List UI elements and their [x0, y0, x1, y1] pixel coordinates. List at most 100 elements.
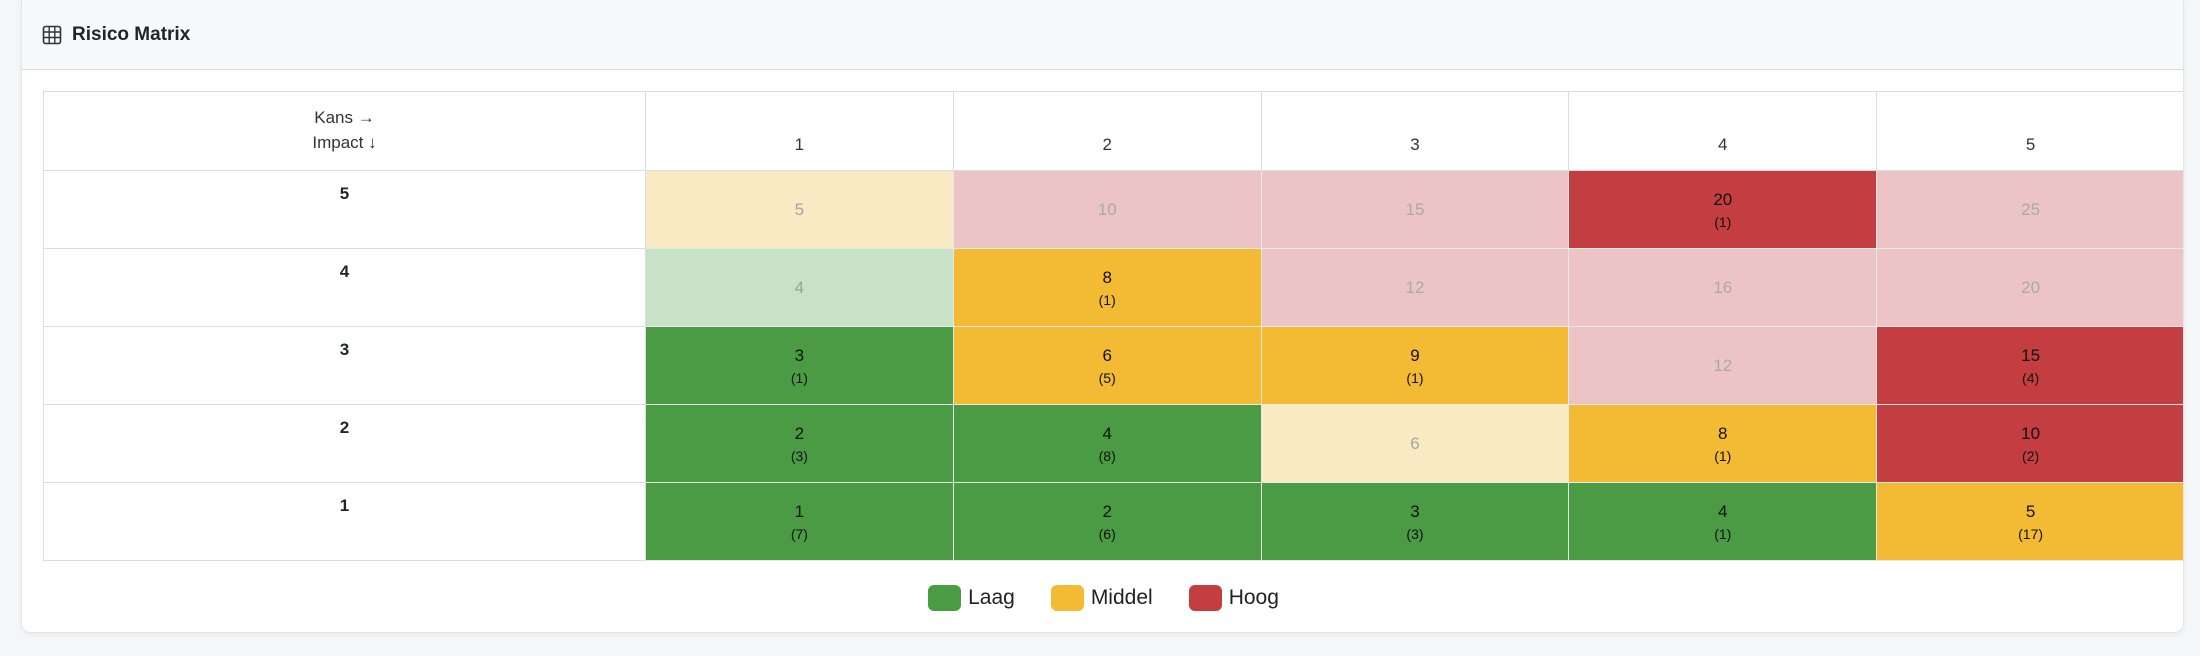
risk-cell[interactable]: 8 (1)	[952, 248, 1262, 327]
risk-score: 15	[2021, 345, 2041, 365]
risk-score: 10	[1097, 199, 1117, 219]
risk-count: (8)	[1098, 447, 1116, 464]
legend-label-hoog: Hoog	[1228, 586, 1279, 609]
legend-label-laag: Laag	[968, 586, 1015, 609]
risk-cell[interactable]: 3 (1)	[645, 326, 954, 405]
row-header-impact: 3	[43, 326, 646, 405]
row-header-impact: 4	[43, 248, 646, 327]
risk-score: 4	[794, 277, 805, 297]
axis-label-impact: Impact ↓	[312, 133, 377, 152]
legend-swatch-laag	[928, 585, 962, 611]
risk-count: (2)	[2022, 447, 2040, 464]
risk-cell[interactable]: 20	[1876, 248, 2183, 327]
risk-score: 5	[2025, 501, 2036, 521]
legend-label-middel: Middel	[1090, 586, 1153, 609]
risk-score: 2	[794, 423, 805, 443]
matrix-header-row: Kans → Impact ↓ 1 2 3 4 5	[43, 91, 2183, 171]
risk-count: (3)	[1406, 525, 1424, 542]
risk-cell[interactable]: 8 (1)	[1568, 404, 1878, 483]
risk-count: (6)	[1098, 525, 1116, 542]
table-grid-icon	[42, 25, 62, 44]
column-header-kans-4: 4	[1568, 91, 1878, 171]
risk-score: 10	[2021, 423, 2041, 443]
risk-score: 15	[1405, 199, 1425, 219]
risk-score: 2	[1102, 501, 1112, 521]
risk-cell[interactable]: 20 (1)	[1568, 170, 1878, 249]
risk-cell[interactable]: 2 (6)	[952, 482, 1262, 561]
matrix-row-impact-1: 1 1 (7) 2 (6) 3 (3) 4 (1) 5 (17)	[43, 482, 2183, 561]
risk-cell[interactable]: 16	[1568, 248, 1878, 327]
risk-cell[interactable]: 4	[645, 248, 954, 327]
row-header-impact: 1	[43, 482, 646, 561]
risk-score: 4	[1102, 423, 1112, 443]
risk-count: (5)	[1098, 369, 1116, 386]
legend-swatch-middel	[1050, 585, 1084, 611]
legend-item-laag: Laag	[928, 585, 1015, 611]
column-header-kans-3: 3	[1260, 91, 1570, 171]
risk-score: 6	[1410, 433, 1420, 453]
risk-score: 6	[1102, 345, 1112, 365]
card-title: Risico Matrix	[72, 23, 191, 45]
risk-score: 3	[794, 345, 805, 365]
risk-score: 8	[1718, 423, 1728, 443]
risk-cell[interactable]: 25	[1876, 170, 2183, 249]
risk-cell[interactable]: 15	[1260, 170, 1570, 249]
matrix-row-impact-2: 2 2 (3) 4 (8) 6 8 (1) 10 (2)	[43, 404, 2183, 483]
matrix-corner-header: Kans → Impact ↓	[43, 91, 646, 171]
risk-cell[interactable]: 6 (5)	[952, 326, 1262, 405]
risk-score: 1	[794, 501, 805, 521]
row-header-impact: 2	[43, 404, 646, 483]
risk-score: 8	[1102, 267, 1112, 287]
risk-count: (1)	[1714, 213, 1732, 230]
risk-count: (1)	[1098, 291, 1116, 308]
risk-count: (7)	[790, 525, 808, 542]
risk-score: 12	[1405, 277, 1425, 297]
risk-count: (1)	[790, 369, 808, 386]
risk-count: (3)	[790, 447, 808, 464]
risk-count: (1)	[1714, 525, 1732, 542]
legend-swatch-hoog	[1188, 585, 1222, 611]
risk-cell[interactable]: 5	[645, 170, 954, 249]
risk-score: 12	[1713, 355, 1733, 375]
legend-item-hoog: Hoog	[1188, 585, 1279, 611]
axis-label-kans: Kans →	[314, 108, 375, 127]
risk-score: 20	[2021, 277, 2041, 297]
risk-score: 25	[2021, 199, 2041, 219]
risk-score: 20	[1713, 189, 1733, 209]
risk-score: 3	[1410, 501, 1420, 521]
risk-cell[interactable]: 1 (7)	[645, 482, 954, 561]
risk-score: 9	[1410, 345, 1420, 365]
risk-count: (1)	[1406, 369, 1424, 386]
risk-cell[interactable]: 3 (3)	[1260, 482, 1570, 561]
column-header-kans-1: 1	[645, 91, 954, 171]
risk-cell[interactable]: 2 (3)	[645, 404, 954, 483]
risk-cell[interactable]: 10 (2)	[1876, 404, 2183, 483]
column-header-kans-5: 5	[1876, 91, 2183, 171]
risk-cell[interactable]: 6	[1260, 404, 1570, 483]
risk-legend: Laag Middel Hoog	[22, 585, 2183, 611]
risk-cell[interactable]: 4 (1)	[1568, 482, 1878, 561]
legend-item-middel: Middel	[1050, 585, 1153, 611]
risk-matrix-table: Kans → Impact ↓ 1 2 3 4 5 5 5 10 15 20 (1) 25 4…	[43, 91, 2183, 561]
risk-cell[interactable]: 15 (4)	[1876, 326, 2183, 405]
row-header-impact: 5	[43, 170, 646, 249]
column-header-kans-2: 2	[952, 91, 1262, 171]
matrix-row-impact-4: 4 4 8 (1) 12 16 20	[43, 248, 2183, 327]
risk-matrix: Kans → Impact ↓ 1 2 3 4 5 5 5 10 15 20 (1) 25 4…	[43, 91, 2183, 561]
matrix-row-impact-3: 3 3 (1) 6 (5) 9 (1) 12 15 (4)	[43, 326, 2183, 405]
risk-cell[interactable]: 12	[1568, 326, 1878, 405]
risk-count: (1)	[1714, 447, 1732, 464]
risk-cell[interactable]: 12	[1260, 248, 1570, 327]
risk-cell[interactable]: 9 (1)	[1260, 326, 1570, 405]
risk-score: 5	[794, 199, 805, 219]
risk-matrix-card: Risico Matrix Kans → Impact ↓ 1 2 3 4 5 …	[21, 0, 2184, 633]
risk-score: 4	[1718, 501, 1728, 521]
risk-count: (17)	[2018, 525, 2044, 542]
risk-cell[interactable]: 4 (8)	[952, 404, 1262, 483]
risk-score: 16	[1713, 277, 1733, 297]
card-header: Risico Matrix	[22, 0, 2183, 70]
risk-count: (4)	[2022, 369, 2040, 386]
matrix-body: 5 5 10 15 20 (1) 25 4 4 8 (1) 12 16 20 3 3 (1) 6 (5) 9 (1) 12…	[43, 170, 2183, 561]
risk-cell[interactable]: 5 (17)	[1876, 482, 2183, 561]
risk-cell[interactable]: 10	[952, 170, 1262, 249]
